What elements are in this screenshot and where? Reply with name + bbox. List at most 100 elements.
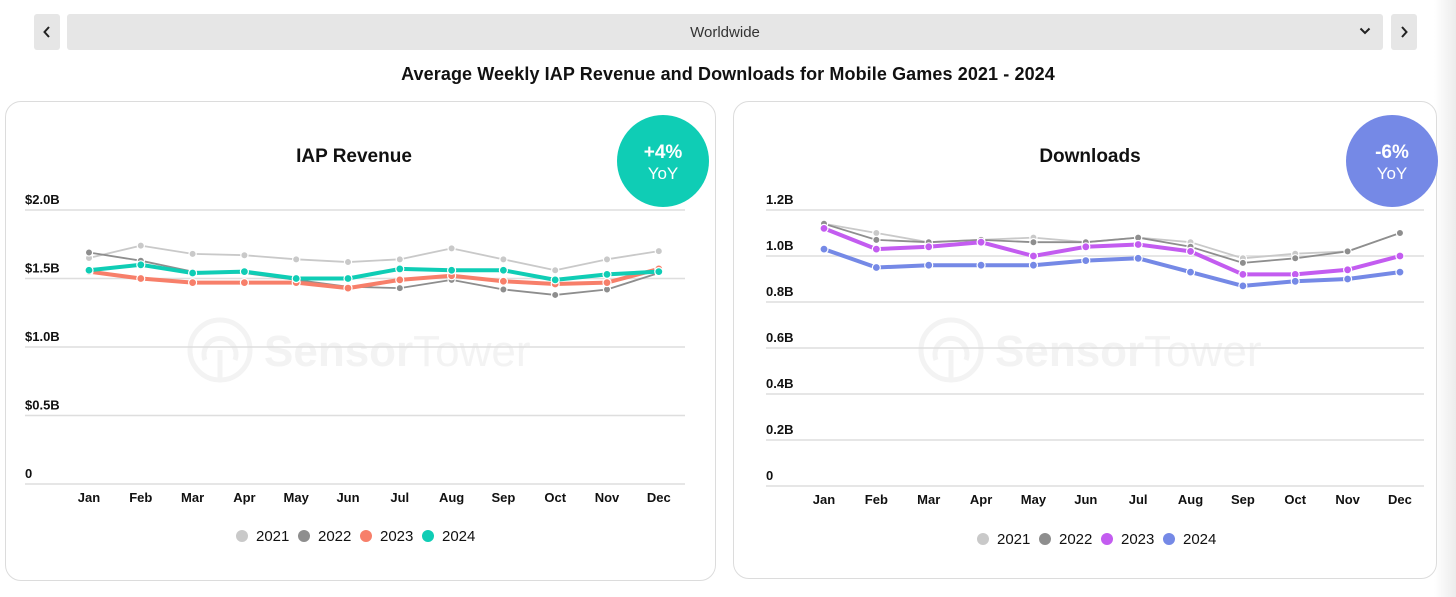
data-point <box>976 260 986 270</box>
data-point <box>1133 239 1143 250</box>
watermark-logo: SensorTower <box>187 317 531 383</box>
watermark-light: Tower <box>413 327 530 376</box>
chevron-left-icon <box>43 26 50 38</box>
data-point <box>602 269 612 279</box>
data-point <box>447 244 456 253</box>
y-tick-label: 0 <box>766 468 773 483</box>
series-line-2024 <box>823 247 1401 288</box>
revenue-chart-panel: SensorTower IAP Revenue +4% YoY 0 $0.5B $1.0B $… <box>5 101 716 581</box>
data-point <box>1238 269 1248 279</box>
chevron-right-icon <box>1401 26 1408 38</box>
series-line-2022 <box>823 222 1401 264</box>
yoy-badge-circle <box>617 115 709 207</box>
legend-label: 2024 <box>442 528 475 545</box>
previous-button[interactable] <box>34 14 60 50</box>
y-tick-label: $0.5B <box>25 398 60 413</box>
legend-swatch <box>360 530 372 542</box>
x-tick-label: Jul <box>390 490 409 505</box>
data-point <box>395 275 405 285</box>
data-point <box>1238 258 1248 268</box>
data-point <box>976 237 986 247</box>
series-line-2023 <box>88 266 660 291</box>
data-point <box>447 265 457 275</box>
data-point <box>1291 254 1300 263</box>
series-line-2023 <box>823 226 1401 277</box>
watermark-logo: SensorTower <box>918 317 1262 383</box>
data-point <box>819 244 829 254</box>
data-point <box>1081 242 1091 252</box>
data-point <box>84 248 94 257</box>
series-line-2021 <box>88 244 659 272</box>
data-point <box>550 275 560 285</box>
y-tick-label: $2.0B <box>25 192 60 207</box>
x-tick-label: Apr <box>233 490 255 505</box>
data-point <box>551 266 560 275</box>
region-select[interactable]: Worldwide <box>67 14 1383 50</box>
legend-item-2023: 2023 <box>360 528 413 545</box>
data-point <box>654 246 664 256</box>
revenue-chart: SensorTower IAP Revenue +4%YoY 0 $0.5B $1.0B $… <box>25 115 709 545</box>
data-point <box>343 273 353 284</box>
data-point <box>602 278 612 288</box>
next-button[interactable] <box>1391 14 1417 50</box>
x-tick-label: Aug <box>1178 492 1203 507</box>
x-tick-label: Dec <box>1388 492 1412 507</box>
data-point <box>871 262 881 273</box>
x-tick-label: Jun <box>336 490 359 505</box>
legend-swatch <box>977 533 989 545</box>
data-point <box>602 255 612 264</box>
x-tick-label: Feb <box>129 490 152 505</box>
data-point <box>499 255 508 264</box>
data-point <box>343 257 353 267</box>
y-tick-label: $1.5B <box>25 261 60 276</box>
data-point <box>1185 246 1196 256</box>
data-point <box>239 267 249 277</box>
data-point <box>871 244 881 254</box>
data-point <box>188 278 198 288</box>
data-point <box>240 251 249 260</box>
yoy-badge: -6%YoY <box>1346 115 1438 207</box>
x-tick-label: May <box>1021 492 1047 507</box>
y-tick-label: 0 <box>25 466 32 481</box>
x-tick-label: Mar <box>917 492 940 507</box>
legend-item-2022: 2022 <box>298 528 351 545</box>
chevron-down-icon <box>1359 27 1371 35</box>
data-point <box>343 283 353 293</box>
watermark-glyph <box>932 336 970 380</box>
legend-swatch <box>236 530 248 542</box>
data-point <box>1185 267 1196 277</box>
page-title: Average Weekly IAP Revenue and Downloads… <box>401 64 1055 84</box>
data-point <box>1342 274 1353 284</box>
y-tick-label: 0.8B <box>766 284 793 299</box>
legend-item-2024: 2024 <box>1163 531 1216 548</box>
data-point <box>188 268 198 278</box>
x-tick-label: Jan <box>813 492 835 507</box>
legend-label: 2024 <box>1183 531 1216 548</box>
data-point <box>1133 253 1143 263</box>
data-point <box>1395 251 1405 261</box>
watermark-glyph <box>201 336 239 380</box>
x-tick-label: Jan <box>78 490 100 505</box>
data-point <box>872 228 881 238</box>
legend-label: 2023 <box>380 528 413 545</box>
yoy-badge-label: YoY <box>648 164 679 183</box>
data-point <box>1290 276 1300 286</box>
downloads-chart: SensorTower Downloads -6%YoY 0 0.2B 0.4B 0.6B 0… <box>766 115 1438 548</box>
y-tick-label: 1.2B <box>766 192 793 207</box>
data-point <box>1395 267 1405 277</box>
data-point <box>819 223 829 234</box>
legend-item-2023: 2023 <box>1101 531 1154 548</box>
legend-label: 2022 <box>1059 531 1092 548</box>
legend-swatch <box>422 530 434 542</box>
x-tick-label: Oct <box>544 490 566 505</box>
series-line-2024 <box>88 262 659 282</box>
data-point <box>395 255 404 264</box>
data-point <box>239 278 249 288</box>
legend-item-2024: 2024 <box>422 528 475 545</box>
data-point <box>924 242 934 252</box>
data-point <box>136 241 145 250</box>
data-point <box>1395 228 1405 238</box>
data-point <box>1081 256 1091 266</box>
legend: 2021 2022 2023 2024 <box>236 528 475 545</box>
data-point <box>1028 260 1039 270</box>
